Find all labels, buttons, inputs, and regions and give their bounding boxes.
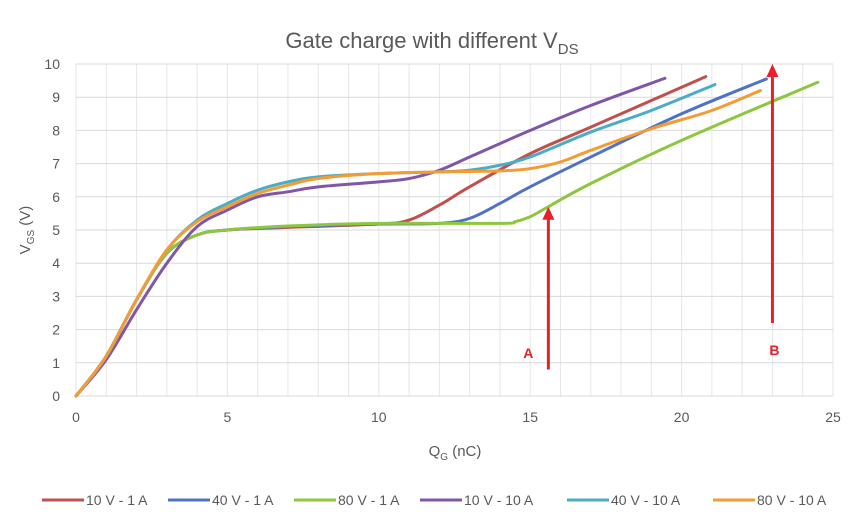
- y-tick-label: 9: [52, 89, 60, 105]
- legend: 10 V - 1 A 40 V - 1 A 80 V - 1 A 10 V - 10 …: [42, 492, 827, 508]
- y-tick-label: 0: [52, 388, 60, 404]
- y-tick-label: 6: [52, 189, 60, 205]
- x-tick-label: 25: [825, 409, 841, 425]
- y-tick-label: 7: [52, 156, 60, 172]
- x-tick-label: 5: [224, 409, 232, 425]
- x-tick-label: 20: [674, 409, 690, 425]
- legend-label: 80 V - 1 A: [338, 492, 400, 508]
- y-tick-label: 8: [52, 122, 60, 138]
- series-line-5: [74, 89, 762, 398]
- series-line-3: [74, 76, 667, 398]
- y-tick-label: 1: [52, 355, 60, 371]
- x-axis-label: QG (nC): [429, 443, 482, 463]
- annotation-label: B: [769, 342, 779, 358]
- y-axis-label: VGS (V): [17, 206, 37, 255]
- legend-label: 40 V - 10 A: [611, 492, 681, 508]
- y-tick-label: 10: [44, 56, 60, 72]
- x-tick-label: 0: [72, 409, 80, 425]
- annotation-label: A: [523, 345, 533, 361]
- x-tick-label: 10: [371, 409, 387, 425]
- annotation-arrowhead: [542, 206, 555, 220]
- x-tick-label: 15: [522, 409, 538, 425]
- chart-title: Gate charge with different VDS: [285, 28, 578, 58]
- y-tick-label: 3: [52, 288, 60, 304]
- legend-label: 10 V - 10 A: [464, 492, 534, 508]
- y-tick-label: 5: [52, 222, 60, 238]
- legend-label: 10 V - 1 A: [86, 492, 148, 508]
- legend-label: 80 V - 10 A: [757, 492, 827, 508]
- y-tick-label: 2: [52, 322, 60, 338]
- annotation-arrowhead: [766, 64, 779, 77]
- series-line-4: [74, 83, 717, 398]
- y-tick-label: 4: [52, 255, 60, 271]
- legend-label: 40 V - 1 A: [212, 492, 274, 508]
